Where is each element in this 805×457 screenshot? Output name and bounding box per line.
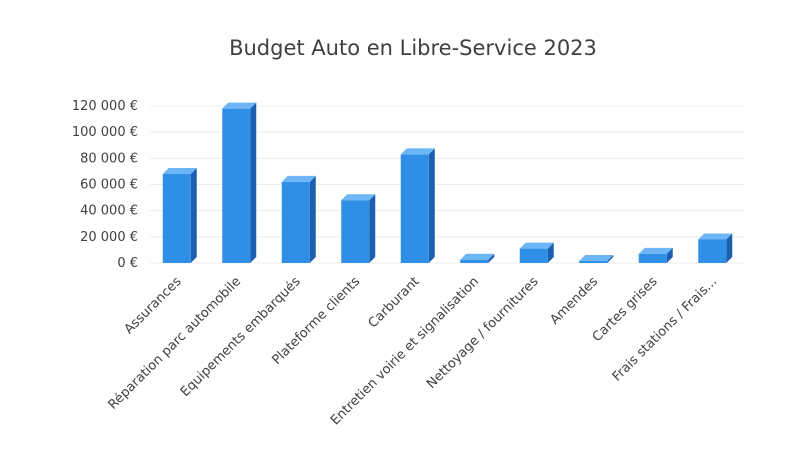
bar-top	[638, 247, 673, 254]
bar-top	[400, 148, 435, 155]
x-tick-label: Equipements embarqués	[178, 274, 304, 400]
bar-front	[162, 174, 191, 263]
bar	[638, 247, 673, 263]
bar-front	[519, 248, 548, 263]
x-tick-label: Frais stations / Frais...	[610, 274, 720, 384]
bar-side	[488, 253, 495, 263]
x-tick-label: Assurances	[122, 274, 185, 337]
y-tick-label: 120 000 €	[72, 99, 138, 114]
bar-side	[607, 255, 614, 263]
bar-side	[428, 148, 435, 263]
bar-side	[726, 233, 733, 263]
bar-top	[579, 255, 614, 262]
bar-side	[250, 102, 257, 263]
x-tick-label: Nettoyage / fournitures	[424, 274, 542, 392]
bar-front	[460, 259, 489, 263]
y-tick-label: 0 €	[117, 256, 138, 271]
bar	[579, 255, 614, 263]
bar-top	[281, 175, 316, 182]
bar-side	[309, 175, 316, 263]
bar	[162, 168, 197, 263]
bar	[460, 253, 495, 263]
bar-top	[519, 242, 554, 249]
x-tick-label: Carburant	[366, 274, 423, 331]
bar-front	[341, 200, 370, 263]
bar-front	[222, 108, 251, 263]
y-tick-label: 80 000 €	[80, 151, 138, 166]
bar-side	[666, 247, 673, 263]
bar-front	[638, 253, 667, 263]
bar	[519, 242, 554, 263]
bar-front	[698, 239, 727, 263]
bars	[162, 102, 733, 263]
bar	[400, 148, 435, 263]
bar-top	[698, 233, 733, 240]
bar-side	[369, 194, 376, 263]
bar-front	[579, 261, 608, 263]
bar-top	[341, 194, 376, 201]
x-tick-label: Amendes	[547, 274, 601, 328]
bar	[341, 194, 376, 263]
bar-side	[190, 168, 197, 263]
bar-top	[162, 168, 197, 175]
bar	[222, 102, 257, 263]
bar-front	[400, 154, 429, 263]
y-tick-label: 20 000 €	[80, 230, 138, 245]
y-axis: 0 € 20 000 € 40 000 € 60 000 € 80 000 € 100 0…	[72, 99, 138, 271]
bar-front	[281, 181, 310, 263]
bar-side	[547, 242, 554, 263]
bar-top	[222, 102, 257, 109]
bar	[698, 233, 733, 263]
chart-title: Budget Auto en Libre-Service 2023	[229, 36, 597, 60]
y-tick-label: 40 000 €	[80, 204, 138, 219]
y-tick-label: 60 000 €	[80, 178, 138, 193]
bar	[281, 175, 316, 263]
bar-top	[460, 253, 495, 260]
y-tick-label: 100 000 €	[72, 125, 138, 140]
